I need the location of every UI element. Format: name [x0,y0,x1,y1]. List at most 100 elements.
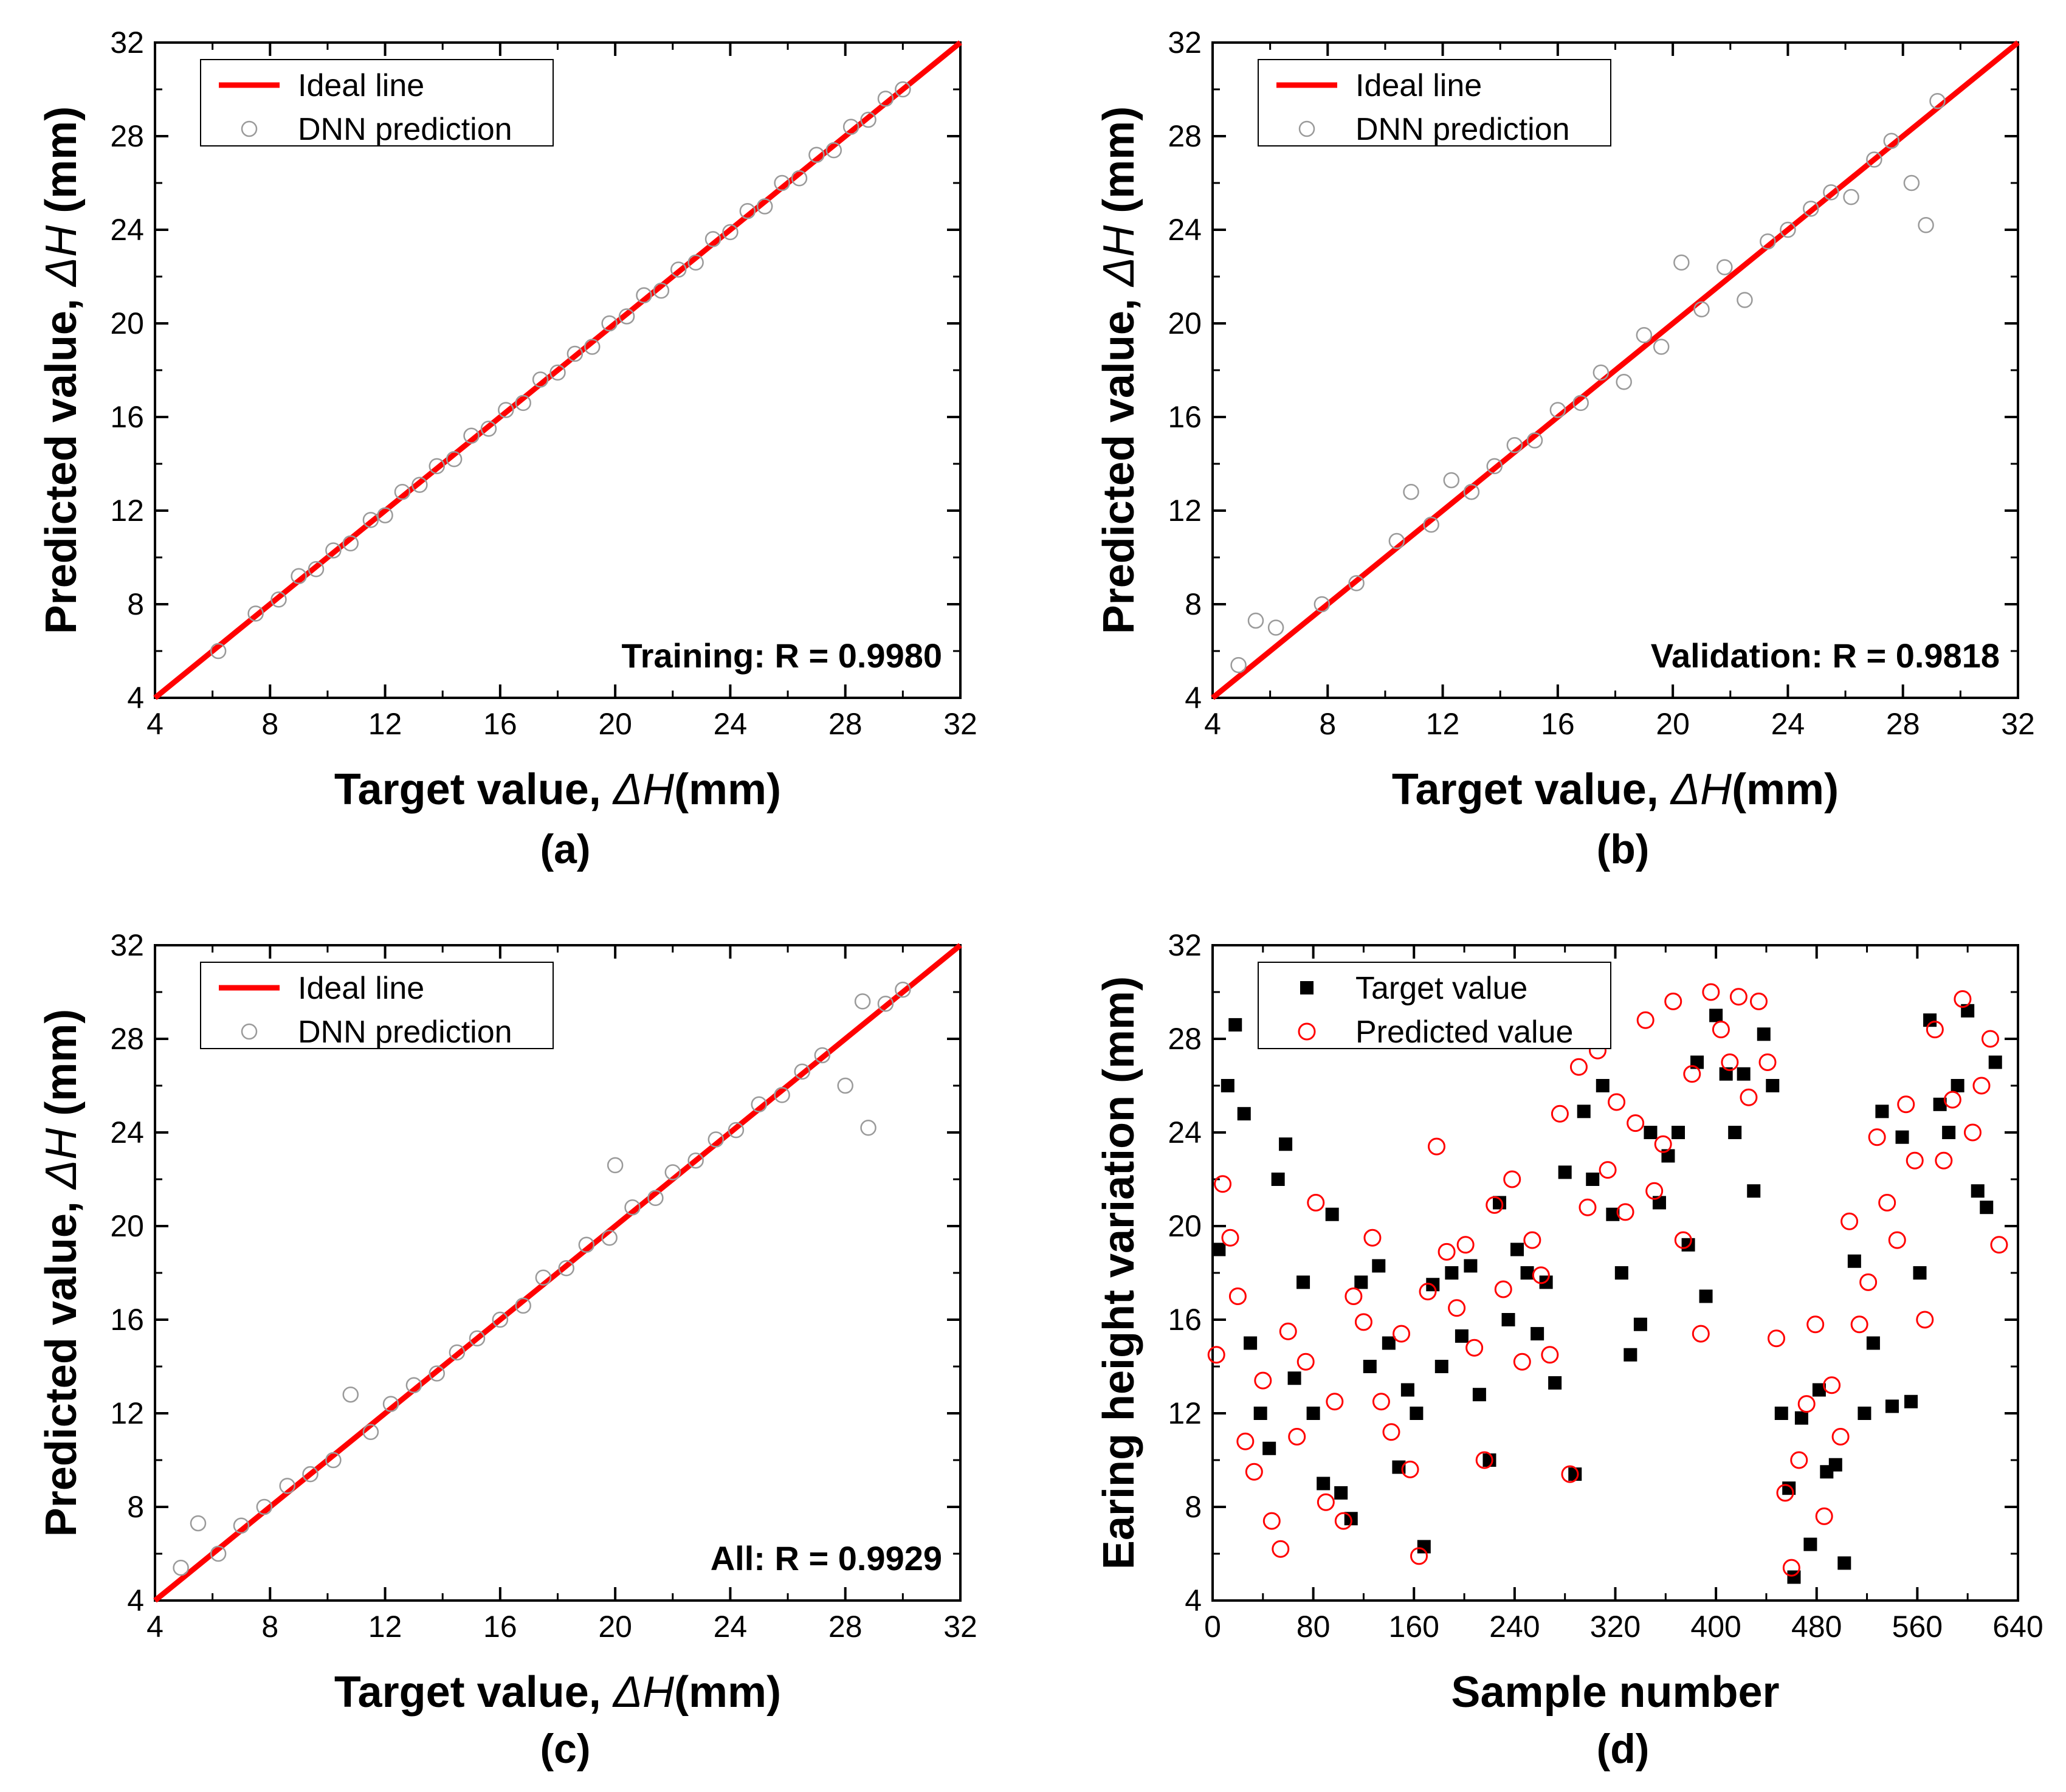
data-point [1823,184,1839,201]
y-tick-label: 24 [1168,1115,1202,1149]
x-tick-label: 20 [598,707,632,741]
data-point-target [1279,1137,1293,1151]
r-value-annotation: All: R = 0.9929 [711,1539,942,1577]
data-point-predicted [1569,1058,1588,1076]
x-tick-label: 16 [483,1610,517,1644]
data-point [429,458,445,475]
data-point [794,1063,810,1080]
data-point [1443,472,1460,489]
data-point-predicted [1916,1311,1934,1329]
data-point-target [1417,1540,1431,1554]
data-point-predicted [1636,1011,1655,1029]
data-point [233,1517,250,1534]
data-point [480,421,497,437]
data-point-target [1913,1266,1927,1280]
y-tick-label: 20 [1168,1209,1202,1243]
data-point-predicted [1523,1231,1541,1249]
data-point [578,1236,595,1253]
y-tick-label: 4 [1185,681,1202,715]
chart-panel-4: 0 80 160 240 320 400 480 560 640 4 8 12 16 20 24 28 32 Sa… [1095,928,2044,1772]
panel-caption: (a) [540,826,590,872]
data-point [382,1396,399,1412]
data-point-predicted [1815,1507,1833,1525]
legend-label: Ideal line [298,68,424,103]
data-point-predicted [1664,992,1682,1010]
x-tick-label: 32 [2001,707,2035,741]
panel-caption: (b) [1597,826,1650,872]
data-point-predicted [1296,1353,1315,1371]
data-point-predicted [1334,1512,1352,1530]
data-point-predicted [1840,1212,1859,1230]
data-point-target [1699,1289,1713,1303]
data-point-predicted [1363,1229,1382,1247]
data-point-target [1895,1130,1909,1144]
legend-square-swatch [1300,981,1314,994]
data-point [1673,254,1690,271]
chart-panel-3: 4 8 12 16 20 24 28 32 4 8 12 16 20 24 28 32 Target value… [37,928,977,1772]
data-point [842,119,859,135]
data-point-predicted [1850,1315,1868,1334]
legend-circle-swatch [1298,120,1315,137]
data-point-predicted [1750,992,1768,1010]
data-point-predicted [1262,1512,1281,1530]
r-value-annotation: Validation: R = 0.9818 [1651,636,2000,675]
y-axis-title-text: Predicted value, [37,286,86,634]
data-point-target [1644,1126,1658,1139]
data-point [394,483,411,500]
data-point [624,1199,641,1216]
data-point [405,1377,422,1394]
data-point [653,282,670,299]
data-point [895,981,911,998]
data-point-predicted [1551,1104,1569,1123]
data-point-predicted [1486,1196,1504,1214]
data-point [446,451,463,467]
x-axis-title-text: Target value, [334,1668,613,1717]
data-point-predicted [1768,1329,1785,1348]
y-tick-label: 16 [1168,1303,1202,1337]
data-point-predicted [1692,1325,1710,1343]
legend-box [200,59,554,146]
data-point-predicted [1207,1346,1225,1364]
y-tick-label: 12 [110,1396,144,1430]
data-point-target [1212,1242,1226,1256]
y-tick-label: 8 [127,587,144,621]
data-point-target [1520,1266,1534,1280]
y-tick-label: 16 [110,1303,144,1337]
data-point-target [1988,1055,2002,1069]
x-axis-title-symbol: ΔH [612,1668,675,1717]
data-point-target [1904,1394,1918,1408]
x-tick-label: 28 [828,707,863,741]
data-point-target [1568,1467,1582,1481]
data-point [1866,151,1882,168]
data-point [210,1545,227,1562]
data-point-predicted [1797,1395,1816,1413]
legend-label: DNN prediction [298,1015,512,1050]
y-tick-label: 12 [1168,494,1202,528]
y-axis-title: Predicted value, ΔH (mm) [37,106,86,635]
y-tick-label: 4 [1185,1584,1202,1618]
data-point-target [1980,1201,1994,1215]
y-tick-label: 32 [1168,26,1202,60]
legend-label: Predicted value [1355,1015,1573,1050]
data-point-predicted [1645,1182,1664,1200]
data-point-target [1400,1383,1414,1397]
x-tick-label: 32 [943,1610,977,1644]
legend-circle-swatch [1298,1022,1316,1041]
data-point-target [1271,1173,1285,1186]
data-point-predicted [1674,1231,1692,1249]
y-tick-label: 4 [127,1584,144,1618]
data-point-target [1866,1336,1880,1350]
data-point-target [1354,1275,1368,1289]
x-axis-title-unit: (mm) [674,1668,781,1717]
legend-label: Ideal line [1355,68,1482,103]
data-point-predicted [1494,1280,1512,1298]
data-point [1653,339,1670,355]
data-point [1883,133,1900,149]
y-tick-label: 20 [110,306,144,340]
data-point [860,1120,876,1136]
data-point [687,1152,704,1169]
data-point-predicted [1831,1428,1850,1446]
data-point [584,339,601,355]
x-tick-label: 240 [1489,1610,1540,1644]
x-axis-title-unit: (mm) [1732,765,1839,814]
